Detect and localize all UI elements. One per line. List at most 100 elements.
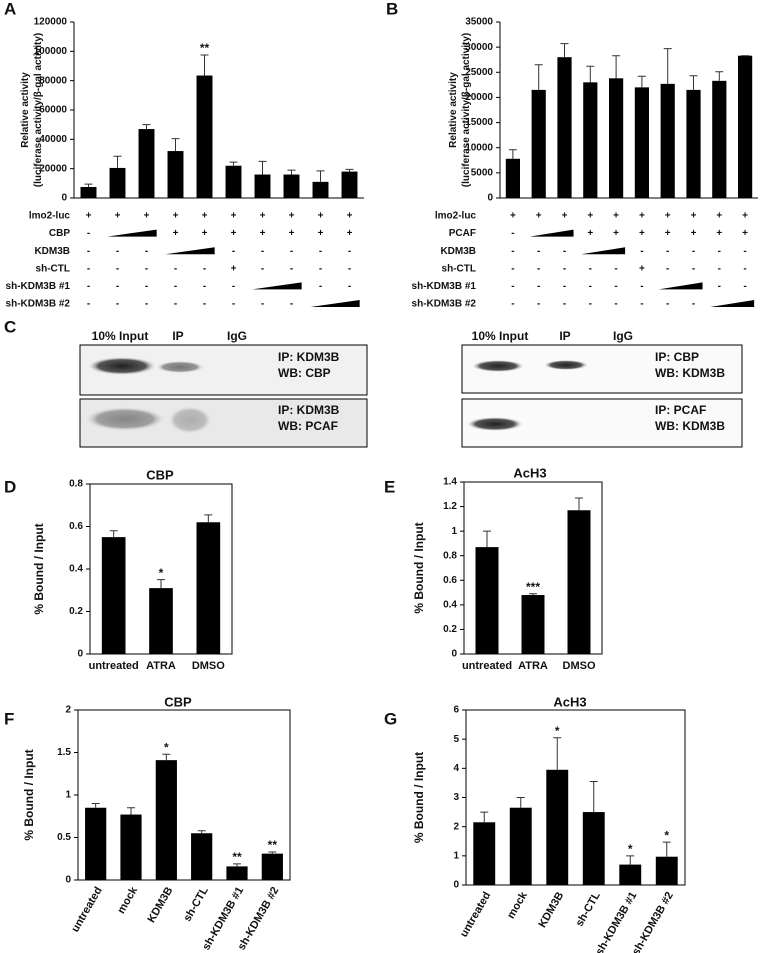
bar — [738, 55, 753, 198]
condition-cell: - — [589, 263, 592, 274]
error-bar — [612, 55, 621, 79]
condition-cell: - — [319, 246, 322, 257]
condition-cell: + — [202, 211, 208, 222]
condition-cell: - — [563, 263, 566, 274]
error-bar — [229, 161, 238, 166]
condition-cell: - — [743, 263, 746, 274]
y-axis-label: (luciferase activity/β-gal activity) — [461, 33, 472, 188]
condition-cell: - — [692, 263, 695, 274]
bar — [254, 174, 271, 198]
ramp — [658, 282, 703, 290]
condition-cell: - — [537, 299, 540, 310]
significance: * — [555, 724, 560, 738]
y-axis-label: % Bound / Input — [412, 752, 426, 843]
y-tick-label: 35000 — [465, 17, 493, 28]
blot-label: WB: KDM3B — [655, 366, 725, 380]
condition-cell: + — [536, 211, 542, 222]
y-axis-label: % Bound / Input — [32, 523, 46, 614]
condition-cell: + — [202, 228, 208, 239]
condition-cell: + — [289, 211, 295, 222]
error-bar — [508, 149, 517, 159]
y-tick-label: 30000 — [465, 42, 493, 53]
condition-cell: - — [145, 263, 148, 274]
error-bar — [589, 780, 598, 813]
error-bar — [127, 807, 135, 815]
bar — [509, 807, 532, 885]
bar — [655, 856, 678, 885]
y-axis-label: (luciferase activity/β-gal activity) — [33, 33, 44, 188]
ramp — [710, 300, 755, 307]
bar — [712, 80, 727, 198]
condition-label: sh-KDM3B #2 — [6, 299, 71, 310]
bar — [85, 807, 107, 880]
condition-cell: - — [743, 246, 746, 257]
ramp — [107, 229, 157, 237]
y-tick-label: 0.4 — [443, 599, 457, 610]
significance: *** — [526, 580, 540, 594]
y-tick-label: 0 — [451, 649, 457, 660]
condition-cell: - — [563, 299, 566, 310]
blot-label: WB: CBP — [278, 366, 331, 380]
bar — [341, 171, 358, 198]
bar — [567, 510, 591, 654]
blot-band — [168, 406, 212, 434]
condition-cell: + — [173, 228, 179, 239]
blot-header: IgG — [613, 329, 633, 343]
y-tick-label: 0 — [487, 193, 493, 204]
error-bar — [516, 797, 525, 808]
blot-header: IP — [559, 329, 570, 343]
x-tick-label: untreated — [458, 890, 493, 939]
y-tick-label: 20000 — [39, 163, 67, 174]
y-tick-label: 0 — [65, 875, 71, 886]
condition-cell: + — [347, 211, 353, 222]
condition-cell: - — [348, 246, 351, 257]
blot-band — [467, 417, 523, 431]
panel-letter: G — [384, 709, 397, 728]
significance: ** — [200, 41, 210, 55]
condition-cell: - — [718, 246, 721, 257]
panel-letter: C — [4, 317, 16, 336]
y-tick-label: 40000 — [39, 134, 67, 145]
condition-label: lmo2-luc — [29, 211, 71, 222]
condition-cell: - — [511, 246, 514, 257]
blot-label: WB: PCAF — [278, 419, 338, 433]
x-tick-label: sh-CTL — [574, 890, 603, 929]
y-tick-label: 5000 — [471, 167, 494, 178]
condition-cell: + — [716, 228, 722, 239]
y-tick-label: 0 — [77, 649, 83, 660]
error-bar — [84, 183, 93, 187]
plot-frame — [465, 709, 686, 886]
condition-cell: - — [589, 299, 592, 310]
condition-cell: - — [640, 246, 643, 257]
x-tick-label: mock — [115, 884, 140, 916]
y-tick-label: 0.4 — [69, 564, 83, 575]
condition-cell: - — [718, 263, 721, 274]
error-bar — [142, 124, 151, 130]
condition-cell: - — [87, 263, 90, 274]
condition-cell: + — [613, 228, 619, 239]
bar — [609, 78, 624, 198]
condition-cell: - — [666, 299, 669, 310]
y-tick-label: 25000 — [465, 67, 493, 78]
significance: * — [159, 566, 164, 580]
bar — [546, 769, 569, 885]
condition-cell: + — [173, 211, 179, 222]
condition-cell: - — [87, 281, 90, 292]
condition-cell: - — [537, 281, 540, 292]
ramp — [310, 300, 360, 307]
ramp — [165, 247, 215, 255]
condition-cell: + — [231, 211, 237, 222]
condition-cell: - — [563, 246, 566, 257]
bar — [155, 760, 177, 880]
y-tick-label: 0 — [61, 193, 67, 204]
condition-cell: + — [347, 228, 353, 239]
blot-label: IP: KDM3B — [278, 350, 340, 364]
x-tick-label: DMSO — [192, 660, 225, 672]
error-bar — [91, 803, 100, 808]
condition-cell: - — [203, 281, 206, 292]
condition-cell: - — [116, 299, 119, 310]
bar — [109, 167, 126, 198]
condition-cell: + — [742, 228, 748, 239]
x-tick-label: ATRA — [146, 660, 176, 672]
error-bar — [200, 54, 209, 76]
